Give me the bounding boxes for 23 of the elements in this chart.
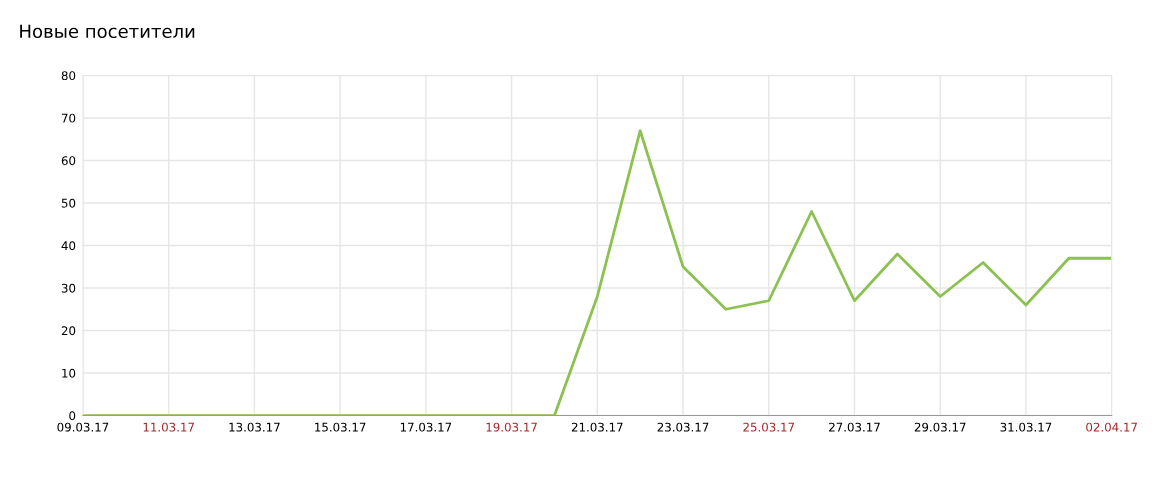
x-tick-label: 31.03.17: [1000, 422, 1052, 432]
x-tick-label: 11.03.17: [143, 422, 194, 432]
y-tick-label: 60: [61, 156, 76, 166]
x-tick-label: 27.03.17: [829, 422, 880, 432]
chart-title: Новые посетители: [20, 24, 195, 39]
x-tick-label: 17.03.17: [400, 422, 452, 432]
x-tick-label: 25.03.17: [743, 422, 795, 432]
x-tick-label: 19.03.17: [486, 422, 537, 432]
x-tick-label: 23.03.17: [657, 422, 709, 432]
y-tick-label: 50: [61, 198, 76, 208]
y-tick-label: 30: [61, 283, 76, 293]
y-tick-label: 70: [61, 113, 76, 123]
x-tick-label: 09.03.17: [57, 422, 109, 432]
x-tick-label: 02.04.17: [1086, 422, 1137, 432]
y-tick-label: 40: [61, 241, 76, 251]
y-tick-label: 80: [61, 71, 76, 81]
x-tick-label: 15.03.17: [315, 422, 366, 432]
y-tick-label: 20: [61, 326, 76, 336]
y-tick-label: 10: [62, 368, 76, 378]
y-tick-label: 0: [69, 411, 76, 421]
x-tick-label: 21.03.17: [571, 422, 623, 432]
x-tick-label: 29.03.17: [914, 422, 966, 432]
x-tick-label: 13.03.17: [229, 422, 280, 432]
